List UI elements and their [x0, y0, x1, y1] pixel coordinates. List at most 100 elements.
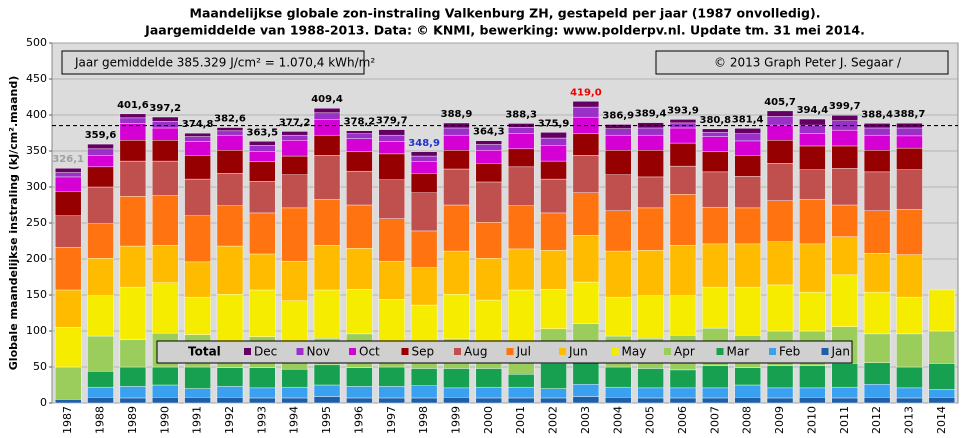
bar-segment — [152, 282, 179, 334]
bar-segment — [152, 160, 179, 196]
bar-segment — [313, 364, 341, 386]
bar-segment — [475, 258, 503, 301]
legend-label: Aug — [464, 345, 487, 359]
legend-swatch — [611, 348, 619, 355]
legend-label: Apr — [674, 345, 695, 359]
legend-label: Jan — [831, 345, 851, 359]
bar-segment — [54, 366, 82, 400]
bar-segment — [863, 291, 891, 335]
bar-segment — [87, 186, 114, 224]
bar-segment — [346, 367, 373, 387]
bar-segment — [216, 294, 244, 342]
bar-segment — [896, 387, 923, 399]
bar-segment — [572, 101, 600, 108]
bar-segment — [572, 133, 600, 156]
total-label: 382,6 — [214, 114, 246, 125]
bar-segment — [152, 139, 179, 162]
bar-segment — [184, 178, 211, 217]
bar-segment — [507, 148, 535, 168]
bar-segment — [249, 145, 276, 152]
bar-segment — [669, 387, 697, 399]
bar-segment — [896, 135, 923, 149]
bar-segment — [863, 333, 891, 363]
total-label: 377,2 — [279, 117, 311, 128]
bar-segment — [54, 289, 82, 328]
bar-segment — [766, 163, 794, 201]
bar-segment — [702, 365, 729, 389]
bar-segment — [216, 173, 244, 206]
bar-segment — [863, 150, 891, 173]
bar-segment — [734, 128, 761, 134]
bar-segment — [475, 368, 503, 388]
bar-segment — [799, 387, 826, 398]
bar-segment — [378, 153, 405, 181]
x-tick-label: 2003 — [579, 406, 592, 434]
bar-segment — [378, 386, 405, 399]
bar-segment — [831, 236, 858, 276]
bar-segment — [831, 168, 858, 206]
bar-segment — [540, 388, 567, 399]
bar-segment — [281, 134, 308, 141]
bar-segment — [119, 397, 147, 404]
bar-segment — [572, 155, 600, 193]
y-tick-label: 300 — [26, 180, 47, 193]
bar-segment — [507, 205, 535, 250]
bar-segment — [637, 207, 664, 251]
legend-swatch — [244, 348, 251, 355]
bar-segment — [475, 181, 503, 223]
bar-segment — [669, 193, 697, 246]
bar-segment — [863, 362, 891, 385]
bar-segment — [669, 397, 697, 404]
bar-segment — [766, 241, 794, 286]
bar-segment — [184, 261, 211, 298]
bar-segment — [572, 192, 600, 236]
legend-swatch — [349, 348, 356, 355]
bar-segment — [669, 142, 697, 167]
total-label: 348,9 — [408, 138, 440, 149]
bar-segment — [346, 130, 373, 134]
bar-segment — [863, 127, 891, 136]
bar-segment — [346, 289, 373, 335]
x-tick-label: 1989 — [126, 406, 139, 434]
bar-segment — [669, 127, 697, 144]
bar-segment — [184, 388, 211, 398]
bar-segment — [87, 223, 114, 259]
bar-segment — [669, 119, 697, 124]
y-tick-label: 450 — [26, 72, 47, 85]
bar-segment — [766, 365, 794, 389]
bar-segment — [896, 209, 923, 255]
x-tick-label: 2009 — [773, 406, 786, 434]
bar-segment — [928, 330, 956, 364]
bar-segment — [831, 115, 858, 121]
y-axis-label: Globale maandelijkse instraling (kJ/cm².… — [7, 76, 20, 370]
bar-segment — [637, 176, 664, 209]
bar-segment — [378, 179, 405, 219]
total-label: 399,7 — [829, 101, 861, 112]
bar-segment — [928, 363, 956, 390]
bar-segment — [410, 397, 438, 404]
bar-segment — [475, 144, 503, 151]
total-label: 374,8 — [182, 119, 214, 130]
bar-segment — [863, 397, 891, 404]
bar-segment — [281, 368, 308, 388]
bar-segment — [896, 397, 923, 404]
bar-segment — [831, 363, 858, 388]
legend-swatch — [506, 348, 514, 355]
x-tick-label: 2012 — [870, 406, 883, 434]
bar-segment — [313, 155, 341, 200]
bar-segment — [605, 250, 632, 298]
bar-segment — [863, 384, 891, 398]
bar-segment — [281, 207, 308, 262]
bar-segment — [831, 129, 858, 147]
bar-segment — [863, 253, 891, 293]
bar-segment — [54, 215, 82, 248]
bar-segment — [637, 295, 664, 339]
bar-segment — [863, 134, 891, 151]
bar-segment — [410, 368, 438, 386]
total-label: 388,3 — [505, 109, 537, 120]
bar-segment — [184, 215, 211, 263]
bar-segment — [54, 168, 82, 173]
bar-segment — [669, 165, 697, 195]
total-label: 397,2 — [149, 103, 181, 114]
bar-segment — [799, 397, 826, 404]
